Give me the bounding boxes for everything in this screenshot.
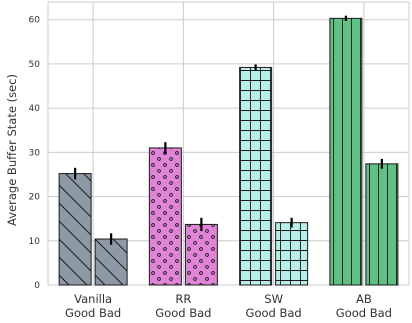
y-tick-label: 10 (29, 237, 41, 247)
bar-vanilla-bad (94, 238, 128, 286)
sub-label: Good Bad (155, 306, 211, 320)
bar-ab-good (329, 17, 363, 286)
group-label: Vanilla (74, 292, 112, 306)
sub-label: Good Bad (65, 306, 121, 320)
bar-sw-bad (275, 222, 309, 286)
y-axis-label: Average Buffer State (sec) (5, 74, 19, 226)
sub-label: Good Bad (246, 306, 302, 320)
y-tick-labels: 0 10 20 30 40 50 60 (29, 16, 41, 291)
y-tick-label: 50 (29, 60, 41, 70)
y-tick-label: 40 (29, 104, 41, 114)
error-bars (74, 15, 383, 245)
bar-sw-good (239, 66, 273, 286)
y-tick-label: 30 (29, 148, 41, 158)
bars (58, 17, 399, 286)
bar-vanilla-good (58, 173, 92, 286)
y-tick-label: 60 (29, 16, 41, 26)
y-tick-label: 0 (34, 281, 40, 291)
group-label: RR (175, 292, 191, 306)
bar-rr-good (148, 147, 182, 286)
y-tick-label: 20 (29, 193, 41, 203)
group-label: AB (356, 292, 372, 306)
bar-rr-bad (184, 223, 218, 286)
group-label: SW (264, 292, 283, 306)
sub-label: Good Bad (336, 306, 392, 320)
bar-ab-bad (365, 163, 399, 286)
